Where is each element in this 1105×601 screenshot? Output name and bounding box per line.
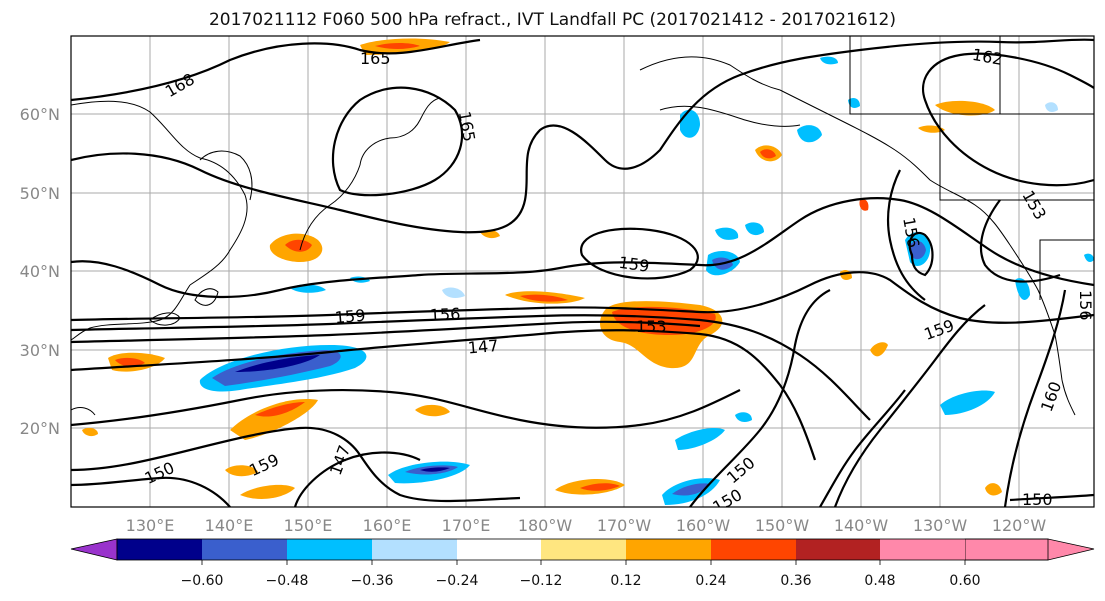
colorbar-tick-label: 0.12 — [610, 573, 641, 589]
map-title: 2017021112 F060 500 hPa refract., IVT La… — [208, 10, 896, 30]
lon-label: 130°W — [913, 516, 968, 535]
colorbar-swatch — [711, 539, 796, 560]
longitude-labels: 130°E 140°E 150°E 160°E 170°E 180°W 170°… — [126, 516, 1047, 535]
lon-label: 170°W — [597, 516, 652, 535]
colorbar-tick-label: −0.12 — [520, 573, 563, 589]
colorbar-swatch — [626, 539, 711, 560]
lat-label: 20°N — [20, 419, 60, 438]
lon-label: 180°W — [518, 516, 573, 535]
lon-label: 130°E — [126, 516, 175, 535]
latitude-labels: 60°N 50°N 40°N 30°N 20°N — [20, 105, 60, 438]
lat-label: 40°N — [20, 262, 60, 281]
lon-label: 170°E — [442, 516, 491, 535]
lon-label: 120°W — [992, 516, 1047, 535]
colorbar-tick-label: −0.36 — [351, 573, 394, 589]
coastlines — [71, 36, 1094, 416]
colorbar-tick-label: 0.24 — [695, 573, 726, 589]
colorbar-swatch — [372, 539, 457, 560]
contour-label: 156 — [1076, 290, 1095, 321]
colorbar-tick-label: −0.60 — [181, 573, 224, 589]
lat-label: 50°N — [20, 184, 60, 203]
colorbar-tick-label: 0.60 — [949, 573, 980, 589]
colorbar-swatch — [880, 539, 965, 560]
contour-label: 153 — [636, 317, 667, 336]
lon-label: 160°E — [363, 516, 412, 535]
contour-label: 159 — [334, 306, 366, 328]
lat-label: 30°N — [20, 341, 60, 360]
refractivity-contours — [71, 38, 1094, 507]
lon-label: 150°E — [284, 516, 333, 535]
colorbar-tick-label: 0.48 — [864, 573, 895, 589]
colorbar-tick-label: −0.24 — [436, 573, 479, 589]
colorbar: −0.60 −0.48 −0.36 −0.24 −0.12 0.12 0.24 … — [70, 538, 1095, 589]
colorbar-tick-label: −0.48 — [266, 573, 309, 589]
contour-label: 156 — [429, 304, 460, 325]
lon-label: 150°W — [755, 516, 810, 535]
lat-label: 60°N — [20, 105, 60, 124]
colorbar-tick-label: 0.36 — [780, 573, 811, 589]
contour-label: 159 — [618, 253, 651, 276]
colorbar-swatch — [287, 539, 372, 560]
colorbar-swatch — [541, 539, 626, 560]
contour-label: 165 — [360, 49, 391, 68]
colorbar-swatch — [117, 539, 202, 560]
lon-label: 140°E — [205, 516, 254, 535]
contour-label: 147 — [467, 336, 499, 358]
colorbar-swatch — [202, 539, 287, 560]
contour-label: 150 — [1022, 490, 1053, 509]
colorbar-extend-right — [964, 538, 1095, 561]
shaded-anomalies — [82, 38, 1094, 505]
map-border — [70, 35, 1095, 508]
lon-label: 140°W — [834, 516, 889, 535]
lon-label: 160°W — [676, 516, 731, 535]
colorbar-extend-left — [70, 538, 118, 561]
colorbar-swatch — [457, 539, 541, 560]
colorbar-swatch — [796, 539, 880, 560]
